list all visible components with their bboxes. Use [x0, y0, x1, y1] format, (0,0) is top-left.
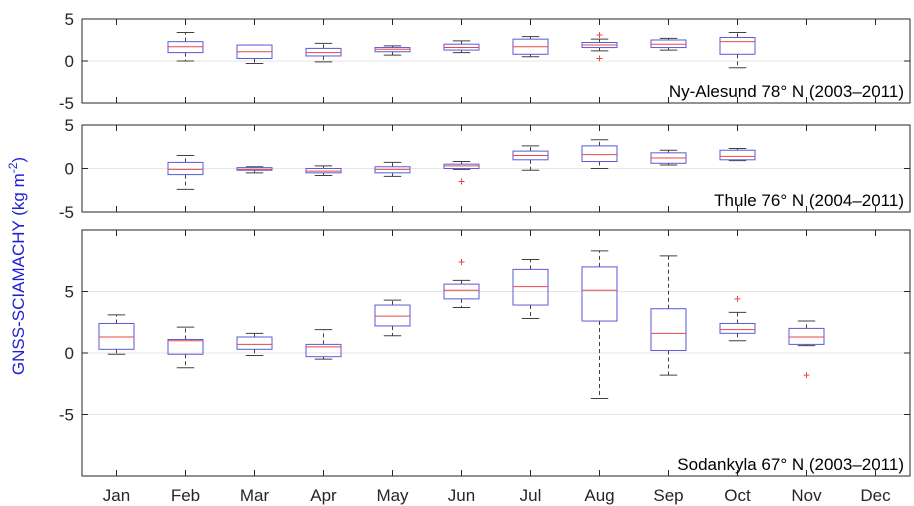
y-tick-label: -5 [59, 406, 74, 425]
box-iqr [788, 327, 825, 345]
box-may [374, 45, 411, 56]
outlier-marker [596, 55, 603, 62]
y-tick-label: 0 [65, 344, 74, 363]
y-tick-label: 5 [65, 116, 74, 135]
x-tick-label-feb: Feb [171, 486, 200, 505]
outlier-marker [734, 295, 741, 302]
box-iqr [98, 322, 135, 350]
x-tick-label-mar: Mar [240, 486, 270, 505]
box-iqr [581, 145, 618, 163]
box-jun [443, 161, 480, 185]
box-may [374, 161, 411, 177]
box-feb [167, 326, 204, 369]
box-iqr [305, 343, 342, 358]
x-tick-label-nov: Nov [791, 486, 822, 505]
box-mar [236, 332, 273, 356]
panel-label: Thule 76° N (2004–2011) [714, 191, 904, 210]
panel-label: Ny-Alesund 78° N (2003–2011) [669, 82, 904, 101]
box-iqr [719, 149, 756, 161]
box-aug [581, 250, 618, 400]
x-tick-label-apr: Apr [310, 486, 337, 505]
y-tick-label: 5 [65, 283, 74, 302]
box-jan [98, 314, 135, 355]
panel-3: -5 0 5 Sodankyla 67° N (2003–2011) [59, 229, 911, 477]
x-tick-label-jun: Jun [448, 486, 475, 505]
y-axis-label: GNSS-SCIAMACHY (kg m-2) [6, 157, 28, 375]
box-jul [512, 259, 549, 320]
box-oct [719, 147, 756, 162]
box-jul [512, 36, 549, 58]
y-tick-label: -5 [59, 94, 74, 113]
box-aug [581, 31, 618, 62]
panel-2: -5 0 5 Thule 76° N (2004–2011) [59, 116, 911, 222]
box-iqr [581, 266, 618, 322]
box-iqr [719, 36, 756, 55]
box-aug [581, 139, 618, 169]
box-feb [167, 154, 204, 190]
box-iqr [512, 268, 549, 306]
outlier-marker [458, 178, 465, 185]
box-sep [650, 37, 687, 51]
box-jun [443, 258, 480, 308]
x-tick-label-dec: Dec [860, 486, 891, 505]
box-sep [650, 255, 687, 376]
x-tick-label-oct: Oct [724, 486, 751, 505]
x-tick-label-may: May [376, 486, 409, 505]
box-feb [167, 31, 204, 62]
box-iqr [167, 161, 204, 176]
outlier-marker [803, 372, 810, 379]
box-oct [719, 31, 756, 69]
box-iqr [236, 336, 273, 350]
y-tick-label: -5 [59, 203, 74, 222]
y-tick-label: 0 [65, 160, 74, 179]
box-jul [512, 145, 549, 171]
outlier-marker [596, 31, 603, 38]
outlier-marker [458, 258, 465, 265]
box-sep [650, 149, 687, 166]
x-tick-label-jan: Jan [103, 486, 130, 505]
y-tick-label: 5 [65, 10, 74, 29]
box-iqr [719, 322, 756, 334]
box-may [374, 299, 411, 337]
box-iqr [443, 283, 480, 300]
box-apr [305, 42, 342, 63]
box-mar [236, 44, 273, 65]
box-mar [236, 166, 273, 174]
box-jun [443, 40, 480, 54]
box-apr [305, 329, 342, 360]
box-nov [788, 320, 825, 379]
x-tick-label-aug: Aug [584, 486, 614, 505]
x-tick-label-jul: Jul [520, 486, 542, 505]
panel-label: Sodankyla 67° N (2003–2011) [677, 455, 904, 474]
x-tick-label-sep: Sep [653, 486, 683, 505]
y-tick-label: 0 [65, 52, 74, 71]
panel-1: -5 0 5 Ny-Alesund 78° N (2003–2011) [59, 10, 911, 113]
box-iqr [374, 304, 411, 327]
box-oct [719, 295, 756, 342]
box-apr [305, 165, 342, 176]
box-iqr [650, 308, 687, 352]
box-iqr [167, 338, 204, 355]
